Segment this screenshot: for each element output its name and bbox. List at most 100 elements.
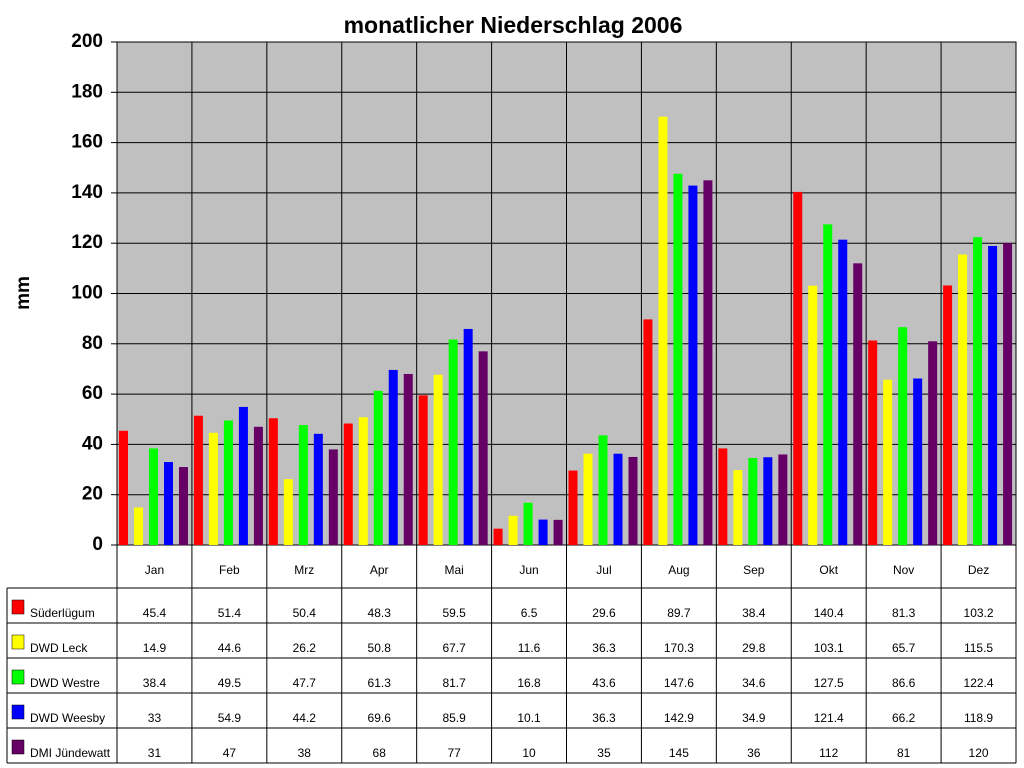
bar xyxy=(808,285,818,545)
y-tick-label: 100 xyxy=(71,283,103,304)
table-value: 59.5 xyxy=(442,606,466,620)
table-value: 38.4 xyxy=(742,606,766,620)
bar xyxy=(553,519,563,545)
table-value: 61.3 xyxy=(368,676,392,690)
legend-key xyxy=(11,634,25,650)
bar xyxy=(868,340,878,545)
table-value: 44.6 xyxy=(218,641,242,655)
bar xyxy=(283,479,293,545)
table-value: 31 xyxy=(148,746,162,760)
table-value: 147.6 xyxy=(664,676,694,690)
bar xyxy=(164,462,173,545)
table-value: 103.2 xyxy=(964,606,994,620)
bar xyxy=(433,374,443,545)
bar xyxy=(748,457,758,545)
y-tick-label: 180 xyxy=(71,81,103,102)
bar xyxy=(913,378,923,545)
bar xyxy=(928,341,938,545)
table-value: 170.3 xyxy=(664,641,694,655)
bar xyxy=(733,470,743,545)
table-value: 50.4 xyxy=(293,606,317,620)
x-tick-label: Mrz xyxy=(294,563,314,577)
table-value: 47 xyxy=(223,746,237,760)
table-value: 45.4 xyxy=(143,606,167,620)
bar xyxy=(778,454,788,545)
bar xyxy=(253,426,263,545)
table-value: 34.6 xyxy=(742,676,766,690)
table-value: 68 xyxy=(373,746,387,760)
bar xyxy=(149,448,158,545)
bar xyxy=(328,449,338,545)
y-tick-label: 0 xyxy=(92,534,103,555)
table-value: 10 xyxy=(522,746,536,760)
table-value: 65.7 xyxy=(892,641,916,655)
table-value: 81 xyxy=(897,746,911,760)
bar xyxy=(823,224,833,545)
table-value: 11.6 xyxy=(518,641,541,655)
legend-key xyxy=(11,739,25,755)
table-value: 38.4 xyxy=(143,676,167,690)
x-tick-label: Okt xyxy=(819,563,838,577)
bar xyxy=(343,423,353,545)
table-value: 14.9 xyxy=(143,641,167,655)
table-value: 44.2 xyxy=(293,711,317,725)
bar xyxy=(598,435,608,545)
table-value: 115.5 xyxy=(964,641,993,655)
bar xyxy=(463,328,473,545)
bar xyxy=(1003,243,1013,545)
table-value: 69.6 xyxy=(368,711,392,725)
bar xyxy=(643,319,653,545)
x-tick-label: Dez xyxy=(968,563,989,577)
bar xyxy=(958,254,968,545)
bar xyxy=(973,237,983,545)
bar xyxy=(583,453,593,545)
table-value: 6.5 xyxy=(521,606,538,620)
bar xyxy=(238,406,248,545)
table-value: 47.7 xyxy=(293,676,317,690)
bar xyxy=(568,470,578,545)
table-value: 36.3 xyxy=(592,711,616,725)
table-value: 35 xyxy=(597,746,611,760)
bar xyxy=(193,415,203,545)
table-value: 103.1 xyxy=(814,641,844,655)
table-value: 50.8 xyxy=(368,641,392,655)
bar xyxy=(988,245,998,546)
bar xyxy=(628,456,638,545)
y-tick-label: 200 xyxy=(71,31,103,52)
table-value: 121.4 xyxy=(814,711,844,725)
legend-label: DWD Westre xyxy=(30,676,100,690)
bar xyxy=(493,528,503,545)
x-tick-label: Feb xyxy=(219,563,240,577)
bar xyxy=(883,379,893,545)
table-value: 81.7 xyxy=(442,676,466,690)
table-value: 29.6 xyxy=(592,606,616,620)
bar xyxy=(358,417,368,545)
legend-label: DWD Leck xyxy=(30,641,88,655)
table-value: 48.3 xyxy=(368,606,392,620)
x-tick-label: Jun xyxy=(519,563,538,577)
chart-title: monatlicher Niederschlag 2006 xyxy=(344,12,683,38)
table-value: 29.8 xyxy=(742,641,766,655)
table-value: 33 xyxy=(148,711,162,725)
y-axis-label: mm xyxy=(13,276,34,310)
bar xyxy=(943,285,953,545)
bar xyxy=(613,453,623,545)
bar xyxy=(838,239,848,545)
table-value: 38 xyxy=(298,746,312,760)
bar xyxy=(403,373,413,545)
bar xyxy=(313,433,323,545)
table-value: 122.4 xyxy=(964,676,994,690)
x-tick-label: Jul xyxy=(596,563,611,577)
table-value: 67.7 xyxy=(442,641,466,655)
bar xyxy=(688,185,698,545)
table-value: 77 xyxy=(447,746,461,760)
bar xyxy=(763,457,773,545)
y-tick-label: 120 xyxy=(71,232,103,253)
bar xyxy=(373,390,383,545)
legend-key xyxy=(11,704,25,720)
table-value: 49.5 xyxy=(218,676,242,690)
bar xyxy=(538,519,548,545)
table-value: 36.3 xyxy=(592,641,616,655)
bar xyxy=(478,351,488,545)
